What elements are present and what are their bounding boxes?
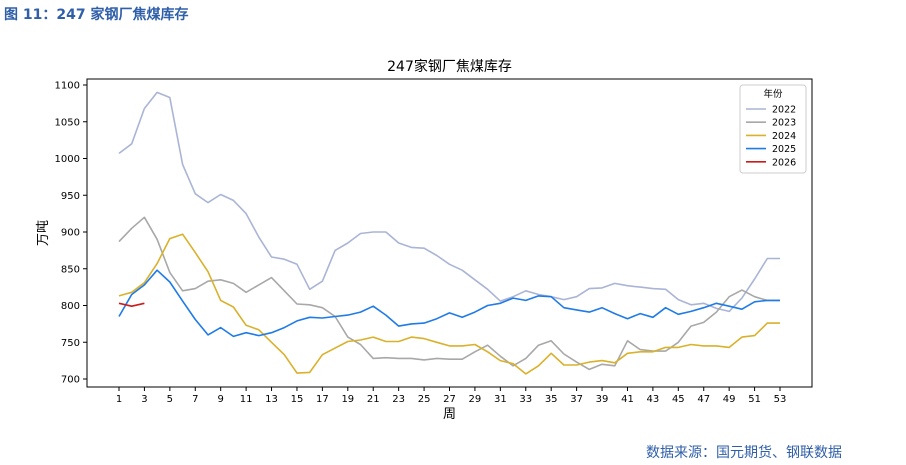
series-lines [118, 91, 780, 375]
y-tick-label: 1100 [55, 81, 80, 92]
chart-title: 247家钢厂焦煤库存 [387, 58, 512, 75]
x-tick-label: 17 [316, 394, 329, 405]
x-tick-label: 27 [443, 394, 456, 405]
x-tick-label: 45 [672, 394, 685, 405]
x-tick-label: 5 [167, 394, 173, 405]
legend-title: 年份 [763, 88, 783, 100]
x-tick-label: 53 [774, 394, 787, 405]
y-tick-label: 1000 [55, 154, 80, 165]
x-tick-label: 19 [341, 394, 354, 405]
y-tick-label: 800 [61, 301, 80, 312]
legend-label-2025: 2025 [772, 144, 796, 155]
x-tick-label: 31 [494, 394, 507, 405]
x-tick-label: 21 [367, 394, 380, 405]
plot-frame [86, 78, 813, 388]
figure-caption: 图 11：247 家钢厂焦煤库存 [4, 7, 189, 23]
legend: 年份 2022 2023 2024 2025 2026 [739, 84, 807, 174]
x-tick-label: 29 [469, 394, 482, 405]
legend-label-2023: 2023 [772, 118, 796, 129]
y-tick-label: 750 [61, 338, 80, 349]
x-tick-label: 13 [265, 394, 278, 405]
x-tick-label: 11 [240, 394, 253, 405]
x-tick-label: 41 [621, 394, 634, 405]
x-tick-label: 39 [596, 394, 609, 405]
y-tick-label: 900 [61, 228, 80, 239]
source-note: 数据来源：国元期货、钢联数据 [646, 445, 842, 461]
series-line-2024 [118, 233, 780, 375]
y-tick-label: 950 [61, 191, 80, 202]
x-axis-title: 周 [443, 407, 456, 422]
x-tick-label: 37 [570, 394, 583, 405]
y-tick-label: 1050 [55, 117, 80, 128]
axes: 1 3 5 7 9 11 13 15 17 19 21 23 25 27 29 31 33 35 37 39 41 43 4… [55, 81, 787, 406]
x-tick-label: 15 [291, 394, 304, 405]
y-axis-title: 万吨 [36, 220, 51, 246]
x-tick-label: 35 [545, 394, 558, 405]
x-tick-label: 49 [723, 394, 736, 405]
x-tick-label: 9 [218, 394, 224, 405]
legend-label-2024: 2024 [772, 131, 796, 142]
x-tick-label: 51 [748, 394, 761, 405]
x-tick-label: 47 [697, 394, 710, 405]
series-line-2026 [118, 302, 145, 308]
legend-box [739, 84, 807, 174]
legend-label-2026: 2026 [772, 157, 796, 168]
x-tick-label: 23 [392, 394, 405, 405]
x-tick-label: 25 [418, 394, 431, 405]
x-tick-label: 43 [647, 394, 660, 405]
series-line-2025 [118, 269, 780, 338]
y-tick-label: 850 [61, 264, 80, 275]
plot-area [86, 78, 813, 388]
legend-label-2022: 2022 [772, 105, 796, 116]
x-tick-label: 7 [192, 394, 198, 405]
x-tick-label: 33 [519, 394, 532, 405]
y-tick-label: 700 [61, 375, 80, 386]
x-tick-label: 1 [116, 394, 122, 405]
x-tick-label: 3 [141, 394, 147, 405]
series-line-2022 [118, 91, 780, 313]
